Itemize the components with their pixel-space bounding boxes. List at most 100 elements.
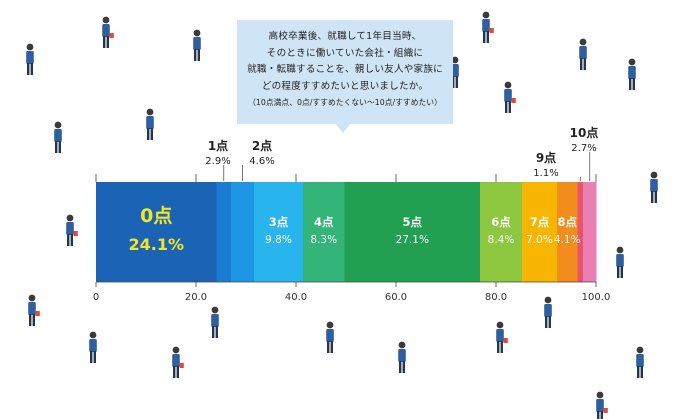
- person-leg-right: [620, 266, 623, 278]
- person-leg-left: [617, 266, 620, 278]
- person-leg-right: [330, 341, 333, 353]
- person-torso: [579, 46, 587, 59]
- person-figure-12: [28, 294, 40, 326]
- person-bag: [35, 311, 40, 316]
- person-bag: [511, 98, 516, 103]
- person-torso: [54, 129, 62, 142]
- person-bag: [603, 408, 608, 413]
- person-leg-right: [70, 234, 73, 246]
- segment-label-7: 7点: [530, 215, 550, 229]
- person-leg-left: [67, 234, 70, 246]
- person-head: [496, 321, 504, 329]
- person-torso: [451, 64, 459, 77]
- person-leg-right: [32, 314, 35, 326]
- segment-label-9: 9点: [536, 150, 556, 165]
- person-bag: [503, 338, 508, 343]
- person-figure-17: [398, 341, 406, 373]
- segment-label-5: 5点: [402, 215, 422, 229]
- segment-value-5: 27.1%: [396, 234, 429, 246]
- x-tick-label-2: 40.0: [285, 292, 307, 303]
- segment-value-9: 1.1%: [533, 168, 558, 179]
- callout-pointer: [335, 123, 351, 133]
- question-line-1: 高校卒業後、就職して1年目当時、: [268, 31, 422, 42]
- segment-value-8: 4.1%: [554, 234, 581, 246]
- person-figure-14: [89, 331, 97, 363]
- person-figure-16: [326, 321, 334, 353]
- person-leg-right: [106, 36, 109, 48]
- person-head: [26, 43, 34, 51]
- person-figure-19: [544, 296, 552, 328]
- x-tick-label-5: 100.0: [582, 292, 611, 303]
- bar-segment-5: [344, 182, 480, 282]
- person-leg-left: [55, 141, 58, 153]
- person-leg-right: [455, 76, 458, 88]
- person-leg-right: [402, 361, 405, 373]
- person-leg-left: [103, 36, 106, 48]
- person-head: [54, 121, 62, 129]
- segment-value-10: 2.7%: [571, 143, 596, 154]
- segment-value-4: 8.3%: [310, 234, 337, 246]
- person-leg-right: [176, 366, 179, 378]
- question-line-2: そのときに働いていた会社・組織に: [266, 47, 424, 59]
- person-leg-right: [30, 63, 33, 75]
- segment-label-10: 10点: [570, 125, 599, 140]
- person-bag: [109, 33, 114, 38]
- person-torso: [596, 399, 604, 412]
- person-torso: [326, 329, 334, 342]
- person-leg-right: [508, 101, 511, 113]
- person-figure-5: [628, 58, 636, 90]
- x-tick-label-4: 80.0: [485, 292, 507, 303]
- person-head: [89, 331, 97, 339]
- question-line-4: どの程度すすめたいと思いましたか。: [261, 80, 429, 92]
- person-figure-3: [482, 11, 494, 43]
- person-torso: [26, 51, 34, 64]
- x-tick-label-0: 0: [93, 292, 99, 303]
- stacked-bar: [96, 182, 597, 282]
- segment-label-2: 2点: [252, 138, 272, 153]
- x-tick-label-3: 60.0: [385, 292, 407, 303]
- person-figure-15: [172, 346, 184, 378]
- decorative-people: [26, 11, 658, 419]
- bar-segment-0: [96, 182, 217, 282]
- person-figure-2: [26, 43, 34, 75]
- person-head: [172, 346, 180, 354]
- person-leg-left: [505, 101, 508, 113]
- person-leg-left: [629, 78, 632, 90]
- person-head: [596, 391, 604, 399]
- person-figure-1: [193, 29, 201, 61]
- person-head: [102, 16, 110, 24]
- person-leg-right: [197, 49, 200, 61]
- person-torso: [628, 66, 636, 79]
- person-figure-6: [504, 81, 516, 113]
- person-figure-7: [146, 108, 154, 140]
- person-figure-8: [54, 121, 62, 153]
- question-scale-note: （10点満点、0点/すすめたくない～10点/すすめたい）: [248, 98, 442, 107]
- person-bag: [489, 28, 494, 33]
- bar-segment-1: [216, 182, 231, 282]
- person-figure-11: [616, 246, 624, 278]
- person-leg-left: [483, 31, 486, 43]
- person-head: [628, 58, 636, 66]
- person-head: [66, 214, 74, 222]
- inside-labels: 0点 24.1% 3点 9.8% 4点 8.3% 5点 27.1% 6点 8.4% 7点 7.0% 8点…: [128, 205, 580, 254]
- x-axis: 0 20.0 40.0 60.0 80.0 100.0: [93, 174, 611, 303]
- segment-label-0: 0点: [140, 205, 172, 227]
- person-head: [193, 29, 201, 37]
- person-head: [398, 341, 406, 349]
- person-leg-left: [27, 63, 30, 75]
- person-leg-left: [637, 366, 640, 378]
- person-head: [504, 81, 512, 89]
- person-leg-left: [194, 49, 197, 61]
- person-leg-left: [651, 191, 654, 203]
- person-head: [579, 38, 587, 46]
- person-leg-right: [632, 78, 635, 90]
- above-labels: 1点 2.9% 2点 4.6% 9点 1.1% 10点 2.7%: [205, 125, 598, 181]
- person-torso: [193, 37, 201, 50]
- person-torso: [28, 302, 36, 315]
- question-line-3: 就職・転職することを、親しい友人や家族に: [247, 64, 443, 75]
- person-leg-left: [545, 316, 548, 328]
- bar-segment-8: [557, 182, 578, 282]
- person-torso: [211, 314, 219, 327]
- person-leg-right: [548, 316, 551, 328]
- bar-segment-4: [303, 182, 345, 282]
